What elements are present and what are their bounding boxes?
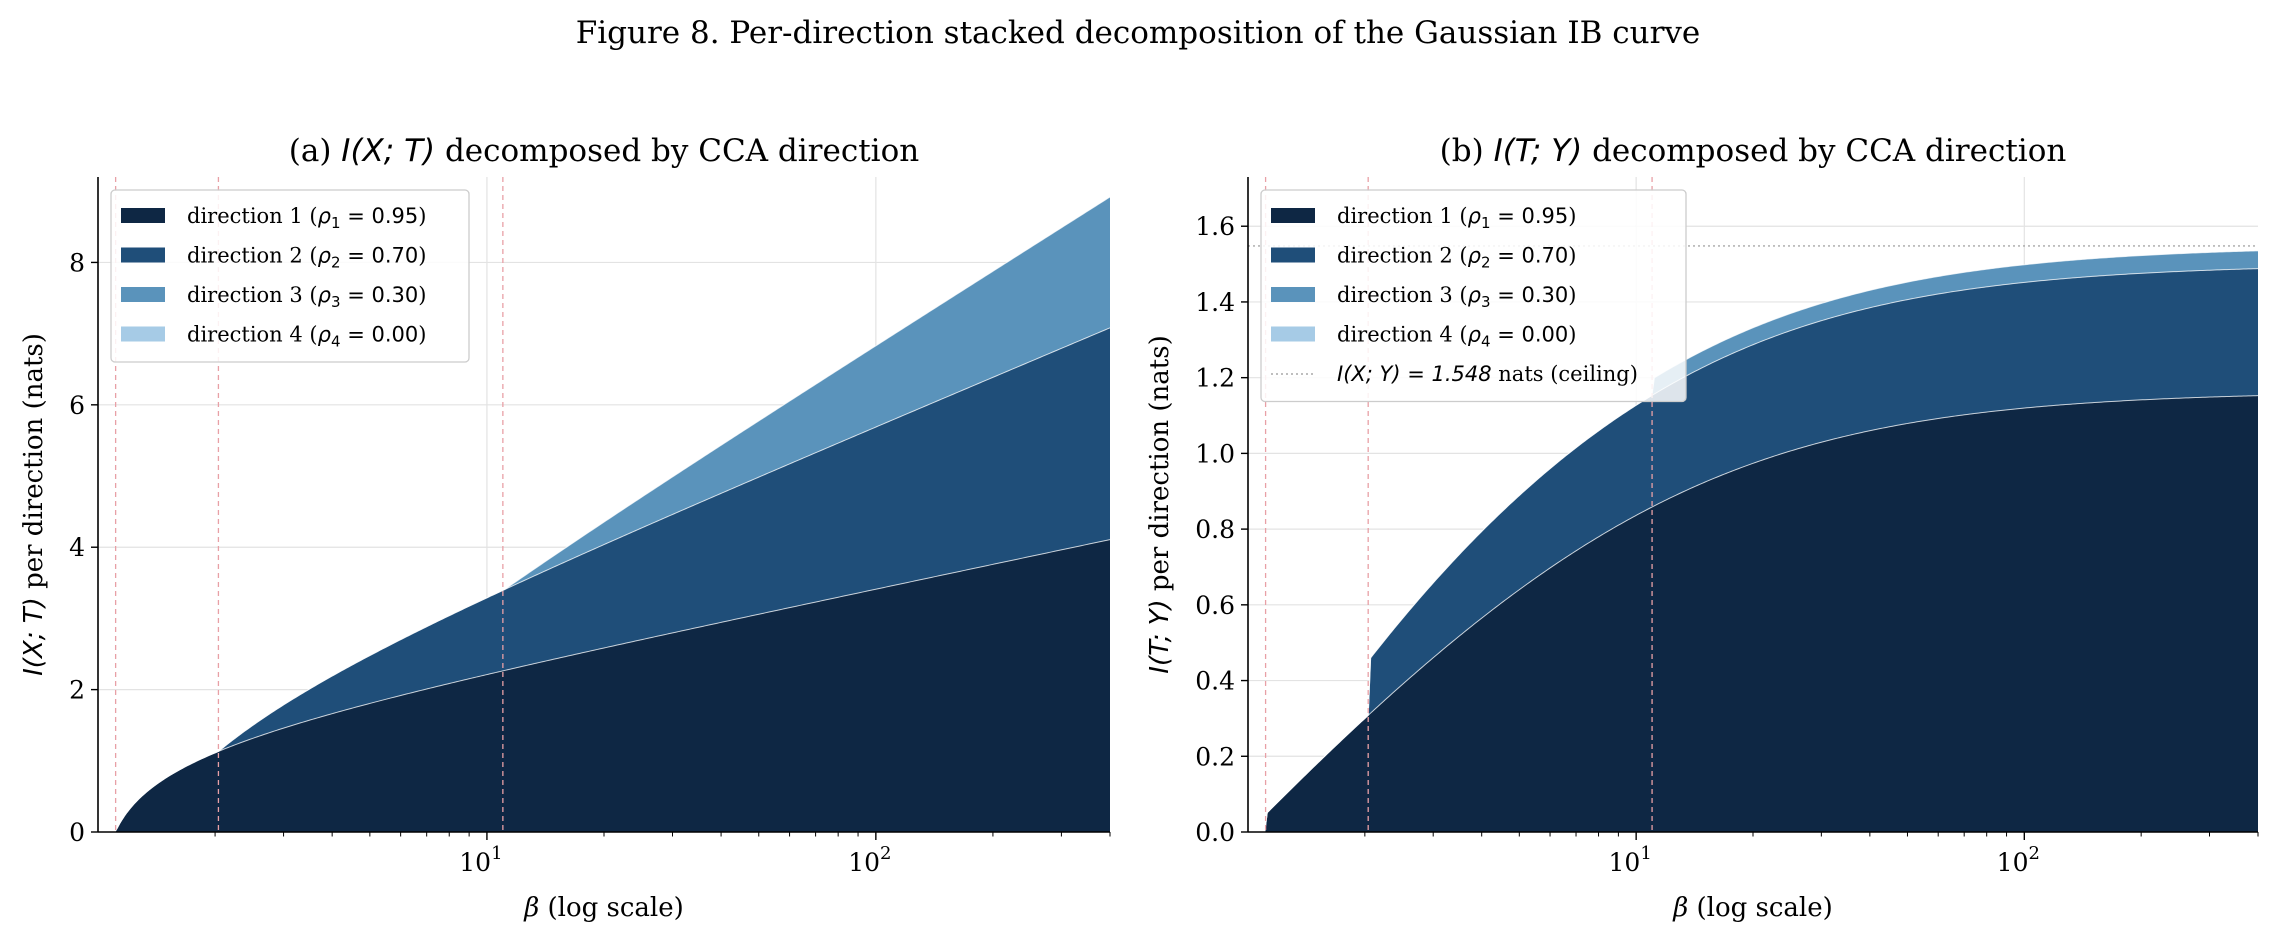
y-tick-label: 2 [69, 676, 85, 705]
y-tick-label: 8 [69, 248, 85, 277]
x-tick-label: 101 [459, 843, 502, 877]
legend-label-4: direction 4 (ρ4 = 0.00) [1337, 323, 1576, 351]
legend-swatch-2 [121, 247, 165, 263]
y-axis-label: I(T; Y) per direction (nats) [1145, 335, 1175, 673]
stacked-areas [1248, 250, 2258, 832]
y-tick-label: 0.2 [1195, 742, 1235, 771]
area-direction-1 [1248, 395, 2258, 832]
legend-swatch-3 [1271, 287, 1315, 302]
y-axis-label: I(X; T) per direction (nats) [19, 333, 49, 676]
legend-label-3: direction 3 (ρ3 = 0.30) [187, 283, 426, 311]
y-tick-label: 1.2 [1195, 364, 1235, 393]
legend: direction 1 (ρ1 = 0.95) direction 2 (ρ2 =… [110, 189, 470, 363]
y-tick-label: 0.6 [1195, 591, 1235, 620]
panel-a: 0 2 4 6 8 101 102 (a) I(X; T) decomposed by CCA… [19, 133, 1111, 923]
x-tick-label: 102 [848, 843, 891, 877]
y-tick-label: 1.0 [1195, 439, 1235, 468]
legend-swatch-4 [121, 326, 165, 342]
panel-b: 0.0 0.2 0.4 0.6 0.8 1.0 1.2 1.4 1.6 101 102 (b) I(T… [1145, 133, 2259, 923]
y-tick-label: 1.4 [1195, 288, 1235, 317]
legend-label-ceiling: I(X; Y) = 1.548 nats (ceiling) [1337, 362, 1638, 386]
boundary-line [98, 196, 1110, 832]
legend-label-4: direction 4 (ρ4 = 0.00) [187, 323, 426, 351]
legend-swatch-1 [121, 208, 165, 223]
legend-box [1260, 189, 1687, 403]
boundary-line [1248, 250, 2258, 832]
figure-title: Figure 8. Per-direction stacked decompos… [576, 15, 1701, 51]
boundary-line [1248, 395, 2258, 832]
area-direction-2 [98, 327, 1110, 832]
legend-box [110, 189, 470, 363]
y-tick-label: 0 [69, 818, 85, 847]
legend: direction 1 (ρ1 = 0.95) direction 2 (ρ2 =… [1260, 189, 1687, 403]
boundary-line [98, 539, 1110, 832]
legend-swatch-2 [1271, 247, 1315, 263]
area-direction-1 [98, 539, 1110, 832]
x-axis-label: β (log scale) [1672, 893, 1833, 923]
y-tick-label: 0.0 [1195, 818, 1235, 847]
legend-label-1: direction 1 (ρ1 = 0.95) [187, 204, 426, 232]
legend-swatch-3 [121, 287, 165, 302]
y-tick-label: 6 [69, 391, 85, 420]
panel-title: (a) I(X; T) decomposed by CCA direction [289, 133, 919, 169]
x-tick-label: 101 [1609, 843, 1652, 877]
panel-title: (b) I(T; Y) decomposed by CCA direction [1440, 133, 2067, 169]
y-tick-label: 1.6 [1195, 212, 1235, 241]
x-tick-label: 102 [1997, 843, 2040, 877]
legend-swatch-4 [1271, 326, 1315, 342]
x-axis-label: β (log scale) [523, 893, 684, 923]
legend-label-2: direction 2 (ρ2 = 0.70) [187, 244, 426, 272]
y-tick-label: 0.4 [1195, 667, 1235, 696]
legend-label-2: direction 2 (ρ2 = 0.70) [1337, 244, 1576, 272]
legend-label-3: direction 3 (ρ3 = 0.30) [1337, 283, 1576, 311]
y-tick-label: 4 [69, 533, 85, 562]
legend-label-1: direction 1 (ρ1 = 0.95) [1337, 204, 1576, 232]
legend-swatch-1 [1271, 208, 1315, 223]
stacked-areas [98, 196, 1110, 832]
y-tick-label: 0.8 [1195, 515, 1235, 544]
